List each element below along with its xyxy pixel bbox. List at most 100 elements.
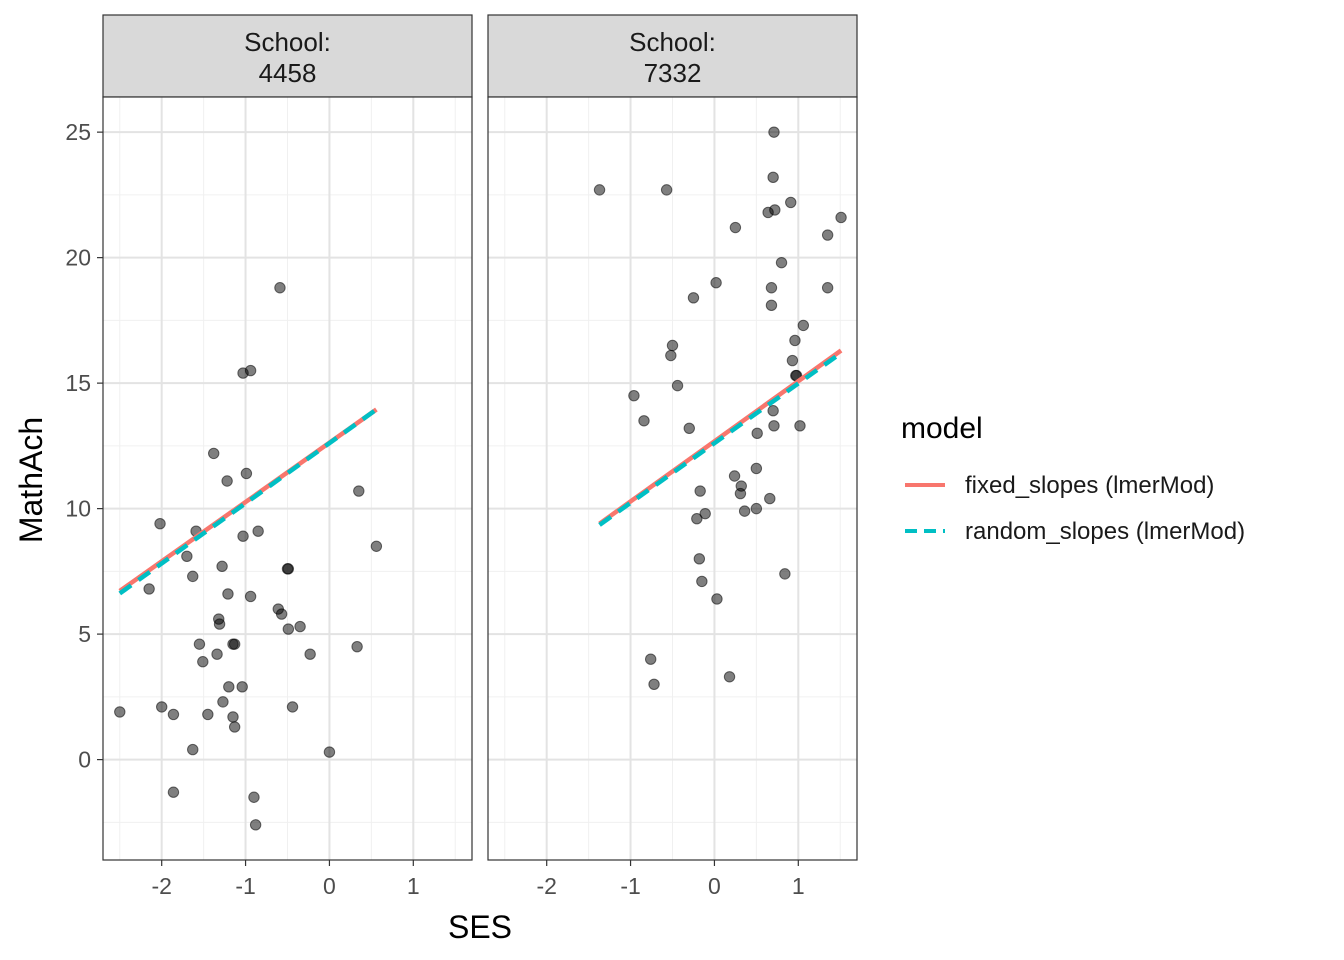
x-tick-label: 0: [323, 873, 336, 899]
data-point: [181, 550, 193, 563]
data-point: [227, 711, 239, 723]
data-point: [286, 701, 299, 713]
facet-panel-2: School:7332: [487, 14, 858, 861]
data-point: [370, 540, 383, 552]
data-point: [696, 575, 708, 588]
data-point: [187, 570, 199, 583]
data-point: [671, 379, 684, 392]
data-point: [767, 171, 779, 184]
data-point: [223, 681, 235, 693]
x-tick-label: -2: [151, 873, 171, 899]
data-point: [768, 126, 780, 138]
data-point: [775, 256, 788, 269]
random-slopes-line: [598, 351, 843, 527]
data-point: [764, 492, 776, 505]
data-point: [323, 746, 336, 758]
data-point: [294, 620, 306, 633]
data-point: [710, 277, 722, 289]
data-point: [699, 507, 711, 520]
data-point: [769, 204, 781, 216]
data-point: [222, 588, 234, 600]
data-point: [768, 420, 780, 432]
data-point: [351, 640, 363, 653]
legend-title: model: [901, 412, 983, 445]
y-tick-label: 5: [78, 621, 91, 647]
facet-strip-label-line1: School:: [629, 27, 716, 57]
data-point: [237, 530, 249, 542]
data-point: [648, 678, 660, 691]
data-point: [835, 211, 847, 224]
data-point: [193, 638, 206, 650]
data-point: [282, 563, 295, 575]
data-point: [665, 349, 677, 362]
legend-label-fixed-slopes: fixed_slopes (lmerMod): [965, 472, 1214, 499]
data-point: [738, 505, 751, 517]
x-tick-label: -1: [620, 873, 640, 899]
data-point: [217, 696, 229, 708]
data-point: [779, 568, 791, 580]
data-point: [143, 583, 155, 595]
data-point: [628, 389, 640, 402]
data-point: [767, 405, 779, 417]
data-point: [211, 648, 223, 660]
y-tick-label: 15: [65, 370, 91, 396]
data-point: [821, 282, 834, 294]
data-point: [252, 525, 264, 537]
data-point: [797, 319, 810, 332]
y-tick-label: 20: [65, 245, 91, 271]
data-point: [221, 475, 233, 487]
legend: model fixed_slopes (lmerMod) random_slop…: [901, 412, 1245, 545]
data-point: [236, 681, 248, 693]
data-point: [249, 819, 262, 831]
data-point: [660, 184, 673, 196]
data-point: [156, 701, 168, 713]
legend-label-random-slopes: random_slopes (lmerMod): [965, 518, 1245, 545]
data-point: [202, 708, 214, 721]
data-point: [248, 791, 260, 803]
data-point: [244, 364, 257, 377]
y-tick-label: 10: [65, 496, 91, 522]
data-point: [187, 743, 199, 756]
data-point: [728, 470, 741, 482]
data-point: [789, 334, 801, 347]
facet-panel-1: School:4458: [102, 14, 473, 861]
data-point: [735, 480, 747, 492]
facet-strip: [102, 14, 473, 98]
data-point: [694, 485, 706, 497]
data-point: [683, 422, 695, 435]
facet-strip-label-line1: School:: [244, 27, 331, 57]
data-point: [765, 299, 778, 312]
data-point: [821, 229, 834, 241]
data-point: [751, 427, 763, 440]
data-point: [274, 282, 286, 294]
data-point: [786, 354, 799, 367]
data-point: [228, 638, 241, 650]
panel-border: [102, 96, 473, 861]
facet-strip-label-line2: 4458: [259, 58, 317, 88]
data-point: [638, 415, 650, 427]
x-tick-label: -2: [536, 873, 556, 899]
data-point: [213, 618, 226, 630]
facet-strip-label-line2: 7332: [644, 58, 702, 88]
data-point: [794, 420, 806, 432]
panel-border: [487, 96, 858, 861]
data-point: [691, 512, 703, 525]
x-tick-label: 1: [407, 873, 420, 899]
facet-strip: [487, 14, 858, 98]
data-point: [765, 282, 778, 294]
data-point: [240, 467, 253, 480]
data-point: [167, 786, 180, 798]
x-tick-label: 1: [792, 873, 805, 899]
data-point: [304, 648, 316, 660]
x-tick-label: 0: [708, 873, 721, 899]
data-point: [729, 221, 742, 234]
data-point: [197, 656, 209, 668]
data-point: [687, 292, 700, 304]
data-point: [666, 339, 679, 352]
data-point: [208, 447, 220, 460]
x-axis-title: SES: [448, 909, 512, 945]
data-point: [216, 560, 228, 573]
data-point: [785, 196, 797, 209]
